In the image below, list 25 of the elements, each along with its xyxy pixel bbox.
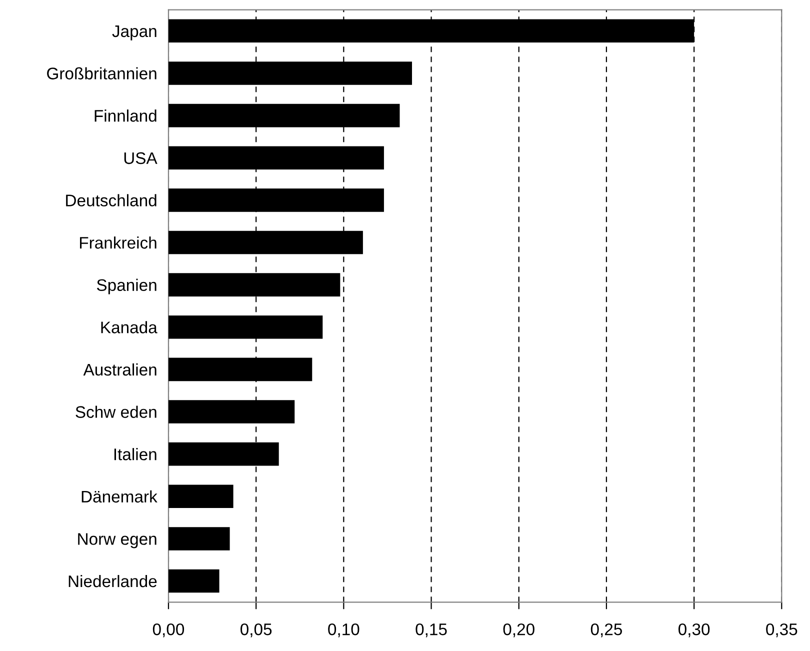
- bar: [168, 484, 234, 508]
- y-tick-label: Norw egen: [78, 533, 156, 548]
- bar: [168, 527, 230, 550]
- x-tick-label: 0,10: [328, 623, 360, 638]
- y-tick-label: Finnland: [94, 110, 156, 122]
- y-tick-label: Dänemark: [82, 490, 158, 503]
- y-tick-label: Deutschland: [66, 194, 156, 206]
- bar: [168, 569, 220, 593]
- x-tick-label: 0,25: [590, 623, 622, 638]
- x-tick-label: 0,30: [678, 623, 710, 638]
- x-tick-label: 0,05: [240, 623, 272, 638]
- y-tick-label: Großbritannien: [47, 67, 156, 80]
- y-tick-label: Spanien: [96, 278, 156, 294]
- x-tick-label: 0,15: [416, 623, 447, 638]
- x-tick-label: 0,20: [503, 623, 534, 638]
- y-tick-label: Schw eden: [76, 406, 156, 418]
- y-tick-label: Australien: [83, 363, 156, 376]
- y-tick-label: Niederlande: [68, 574, 157, 588]
- y-tick-label: Frankreich: [80, 236, 156, 249]
- y-tick-label: Japan: [112, 25, 156, 40]
- y-tick-label: USA: [124, 152, 158, 164]
- y-tick-label: Kanada: [101, 321, 158, 334]
- x-tick-label: 0,00: [152, 623, 184, 638]
- y-tick-label: Italien: [114, 448, 156, 460]
- x-tick-label: 0,35: [766, 623, 798, 638]
